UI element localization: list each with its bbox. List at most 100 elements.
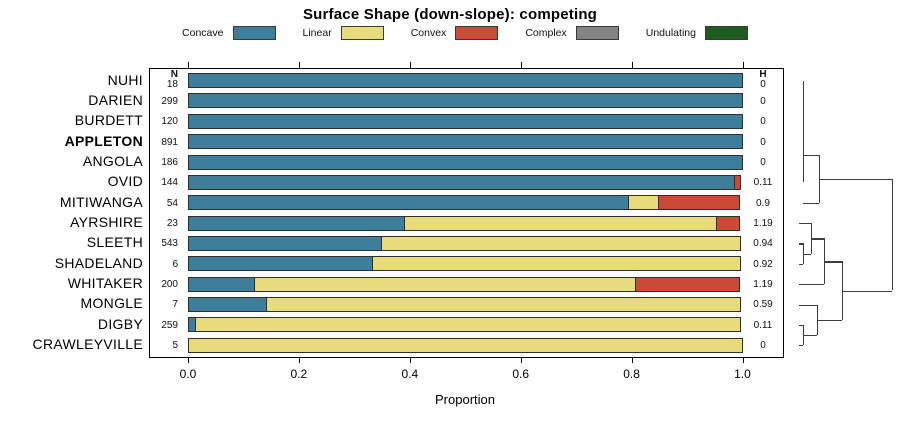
legend-item-concave: Concave: [182, 26, 276, 40]
legend-swatch-convex: [455, 26, 499, 40]
bar-segment-concave: [188, 154, 743, 170]
h-column-header: H: [759, 69, 767, 81]
bar-segment-concave: [188, 276, 255, 292]
bar-row: [188, 93, 743, 109]
legend-swatch-undulating: [704, 26, 748, 40]
row-label: BURDETT: [74, 112, 143, 129]
row-label: APPLETON: [64, 132, 143, 149]
dendrogram-line: [892, 178, 894, 291]
legend-item-complex: Complex: [525, 26, 619, 40]
bar-segment-linear: [628, 195, 660, 211]
bar-row: [188, 174, 743, 190]
x-tick-bottom: [298, 357, 300, 363]
legend-swatch-linear: [340, 26, 384, 40]
h-value: 0.94: [753, 238, 773, 250]
bar-row: [188, 113, 743, 129]
dendrogram-line: [799, 223, 811, 225]
h-value: 0: [760, 136, 766, 148]
legend-label: Undulating: [645, 27, 696, 39]
dendrogram-line: [799, 324, 803, 327]
legend-swatch-complex: [575, 26, 619, 40]
bar-segment-concave: [188, 215, 405, 231]
x-tick-top: [631, 62, 633, 68]
n-value: 186: [161, 157, 178, 168]
bar-row: [188, 296, 743, 312]
bar-segment-convex: [716, 215, 741, 231]
h-value: 1.19: [753, 218, 773, 230]
bar-row: [188, 256, 743, 272]
row-label: CRAWLEYVILLE: [32, 336, 143, 353]
n-value-text: 18: [166, 78, 178, 90]
x-tick-label: 0.2: [290, 367, 308, 381]
row-label: DIGBY: [97, 315, 143, 332]
dendrogram-line: [803, 253, 811, 255]
h-value: 0.9: [756, 197, 770, 209]
bar-row: [188, 134, 743, 150]
dendrogram-line: [803, 202, 819, 204]
x-tick-label: 1.0: [734, 367, 751, 381]
row-label: SLEETH: [86, 234, 143, 251]
bar-segment-concave: [188, 73, 743, 89]
bar-segment-linear: [371, 256, 742, 272]
n-value: 299: [161, 95, 178, 107]
dendrogram-line: [841, 290, 892, 292]
n-value: 543: [161, 238, 178, 250]
plot-box: [149, 68, 784, 358]
bar-segment-convex: [733, 174, 742, 190]
x-tick-top: [298, 62, 300, 68]
row-label: ANGOLA: [82, 153, 143, 169]
n-value: 120: [161, 116, 178, 128]
n-value: 200: [161, 279, 178, 291]
n-value: 144: [161, 177, 178, 189]
bar-segment-linear: [195, 317, 742, 333]
h-value: 0: [760, 116, 766, 128]
dendrogram-line: [799, 345, 803, 347]
dendrogram-line: [823, 261, 842, 263]
n-value: 7: [172, 299, 178, 311]
row-label: AYRSHIRE: [70, 214, 143, 231]
bar-segment-concave: [188, 174, 735, 190]
h-value: 0: [760, 95, 766, 107]
row-label: WHITAKER: [67, 275, 143, 292]
x-tick-top: [520, 62, 522, 68]
legend-item-linear: Linear: [303, 26, 384, 40]
n-value: 6: [172, 258, 178, 270]
bar-row: [188, 154, 743, 170]
n-column-header: N: [170, 69, 178, 81]
legend: Concave Linear Convex Complex Undulating: [30, 25, 900, 41]
legend-label: Concave: [182, 27, 224, 39]
x-tick-label: 0.8: [623, 367, 640, 381]
x-tick-bottom: [409, 357, 411, 363]
h-value: 0: [760, 340, 766, 352]
bar-row: [188, 235, 743, 251]
bar-segment-linear: [381, 235, 742, 251]
bar-row: [188, 195, 743, 211]
dendrogram-line: [816, 319, 842, 322]
h-value: 0.59: [753, 299, 773, 311]
dendrogram-line: [799, 243, 803, 245]
n-value: 259: [161, 319, 178, 331]
dendrogram-line: [823, 238, 825, 285]
h-value: 0: [760, 157, 766, 168]
bar-segment-concave: [188, 134, 743, 150]
bar-row: [188, 215, 743, 231]
n-value: N 18: [151, 70, 178, 89]
bar-row: [188, 317, 743, 333]
x-tick-bottom: [520, 357, 522, 363]
row-label: MONGLE: [80, 295, 143, 312]
bar-row: [188, 337, 743, 353]
dendrogram-line: [803, 335, 817, 337]
legend-item-convex: Convex: [411, 26, 499, 40]
bar-segment-convex: [635, 276, 741, 292]
x-tick-bottom: [631, 357, 633, 363]
legend-label: Convex: [410, 27, 447, 39]
x-tick-top: [188, 62, 189, 68]
bar-segment-linear: [253, 276, 637, 292]
x-axis-title: Proportion: [435, 392, 495, 407]
row-label: SHADELAND: [54, 254, 143, 271]
x-tick-bottom: [188, 357, 189, 363]
bar-segment-linear: [188, 337, 743, 353]
h-value: 0.11: [753, 319, 773, 331]
